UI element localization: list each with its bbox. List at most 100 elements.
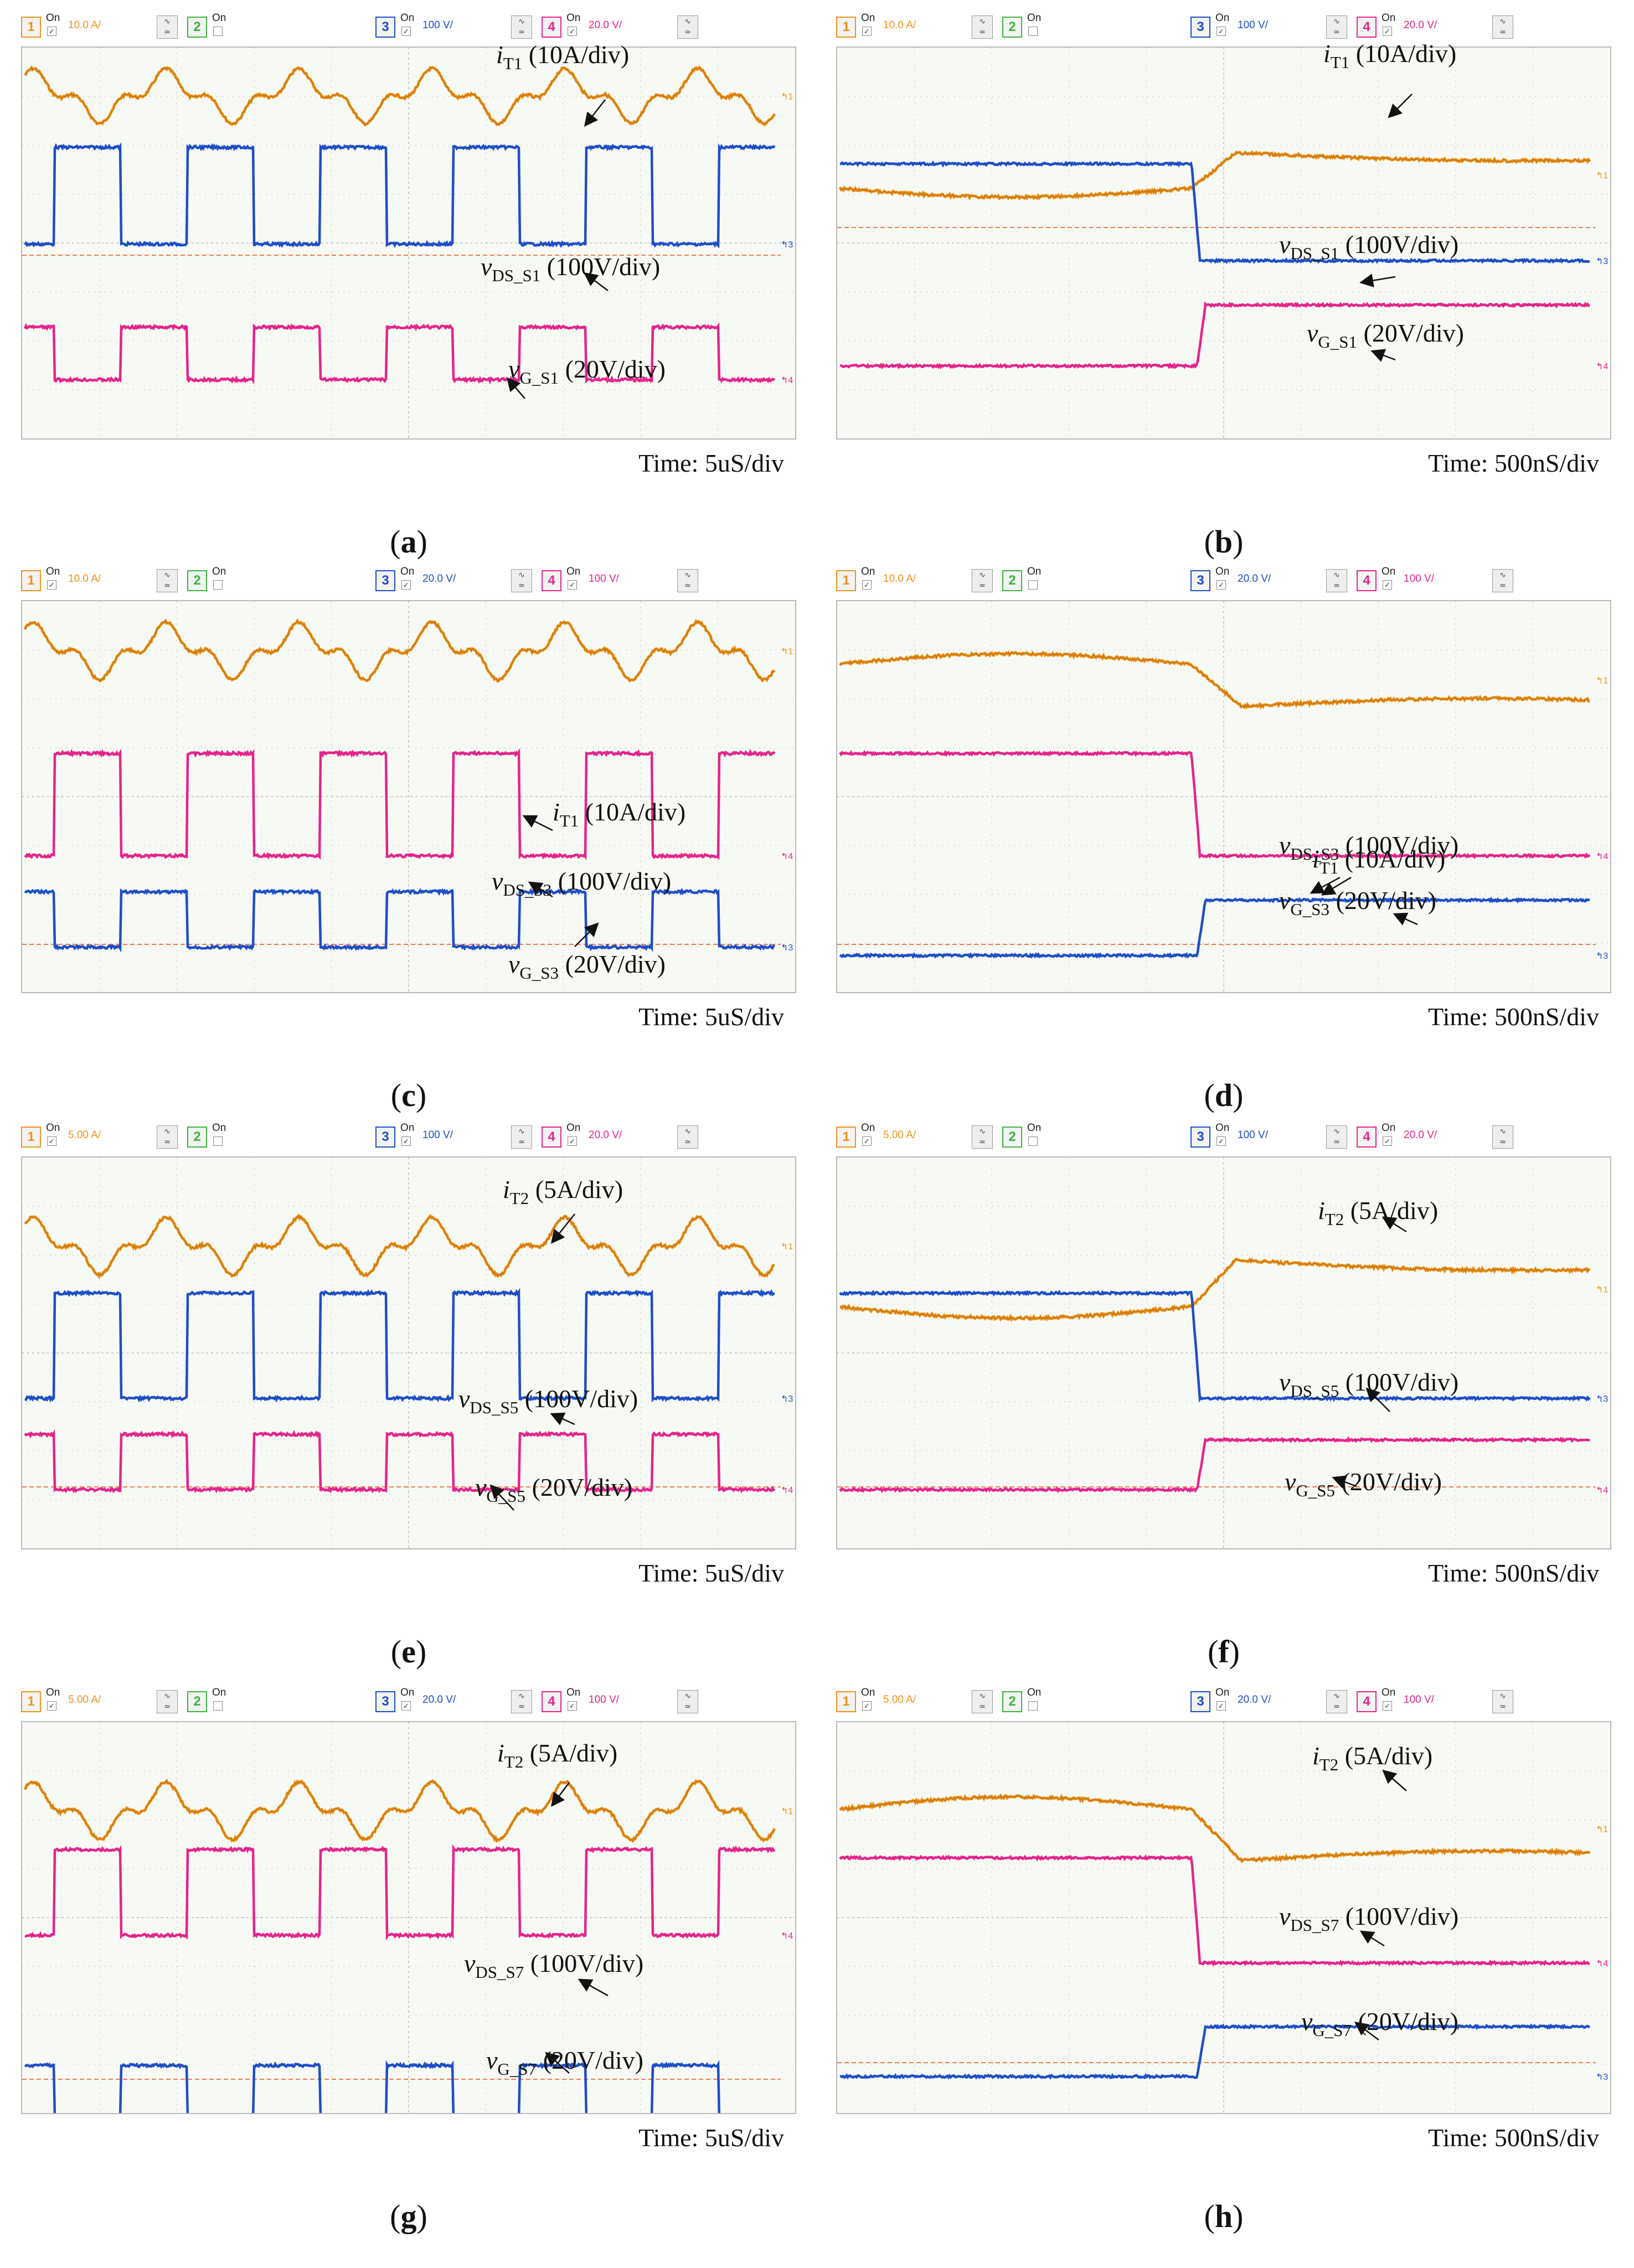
ch1-checkbox[interactable]: ✓ [862, 27, 872, 36]
coupling-icon[interactable]: ∿≃ [677, 16, 698, 39]
ch2-checkbox[interactable] [1028, 580, 1038, 590]
ch2-button[interactable]: 2 [1002, 1691, 1022, 1712]
ch4-button[interactable]: 4 [542, 17, 561, 38]
ch1-checkbox[interactable]: ✓ [47, 580, 56, 590]
ch1-button[interactable]: 1 [21, 1691, 41, 1712]
ch4-checkbox[interactable]: ✓ [1383, 27, 1392, 36]
ch1-button[interactable]: 1 [21, 1127, 41, 1148]
on-label: On [1215, 566, 1230, 577]
ch2-checkbox[interactable] [1028, 1701, 1038, 1711]
ch2-button[interactable]: 2 [1002, 1127, 1022, 1148]
coupling-icon[interactable]: ∿≃ [677, 569, 698, 592]
ch3-checkbox[interactable]: ✓ [1217, 1136, 1226, 1146]
coupling-icon[interactable]: ∿≃ [511, 16, 532, 39]
ch1-checkbox[interactable]: ✓ [47, 27, 56, 36]
ch4-checkbox[interactable]: ✓ [1383, 1701, 1392, 1711]
ch2-checkbox[interactable] [213, 580, 223, 590]
ch2-checkbox[interactable] [213, 1136, 223, 1146]
ch4-button[interactable]: 4 [542, 1691, 561, 1712]
ch1-button[interactable]: 1 [836, 1127, 856, 1148]
ch2-button[interactable]: 2 [1002, 570, 1022, 591]
ch3-button[interactable]: 3 [375, 1127, 395, 1148]
current-trace-core [24, 620, 775, 682]
coupling-icon[interactable]: ∿≃ [1492, 1125, 1513, 1149]
coupling-icon[interactable]: ∿≃ [1326, 16, 1347, 39]
ch1-coupling-icon[interactable]: ∿ ≃ [972, 1125, 993, 1149]
ch1-coupling-icon[interactable]: ∿ ≃ [157, 1125, 178, 1149]
ch4-checkbox[interactable]: ✓ [568, 1136, 577, 1146]
ch4-checkbox[interactable]: ✓ [568, 580, 577, 590]
ch3-button[interactable]: 3 [375, 570, 395, 591]
ch2-button[interactable]: 2 [187, 1127, 207, 1148]
ch3-checkbox[interactable]: ✓ [401, 27, 411, 36]
channel-marker: ↰1 [781, 92, 793, 102]
ch1-checkbox[interactable]: ✓ [47, 1701, 56, 1711]
ch2-button[interactable]: 2 [187, 17, 207, 38]
ch1-coupling-icon[interactable]: ∿ ≃ [157, 569, 178, 592]
ch3-checkbox[interactable]: ✓ [1217, 580, 1226, 590]
ch4-checkbox[interactable]: ✓ [568, 27, 577, 36]
ch4-checkbox[interactable]: ✓ [1383, 1136, 1392, 1146]
ch1-coupling-icon[interactable]: ∿ ≃ [972, 569, 993, 592]
ch3-button[interactable]: 3 [1190, 1127, 1210, 1148]
coupling-icon[interactable]: ∿≃ [511, 1125, 532, 1149]
ch4-button[interactable]: 4 [542, 1127, 561, 1148]
ch4-checkbox[interactable]: ✓ [568, 1701, 577, 1711]
ch1-checkbox[interactable]: ✓ [862, 1136, 872, 1146]
trace-scale: (20V/div) [1352, 2007, 1458, 2035]
trace-symbol: i [1312, 845, 1319, 873]
coupling-icon[interactable]: ∿≃ [1326, 1125, 1347, 1149]
ch2-checkbox[interactable] [213, 27, 223, 36]
ch4-button[interactable]: 4 [1357, 17, 1377, 38]
ch4-button[interactable]: 4 [1357, 1691, 1377, 1712]
ch2-button[interactable]: 2 [187, 1691, 207, 1712]
waveform-display: ↰1 ↰3 ↰4 [836, 1156, 1611, 1549]
ch3-button[interactable]: 3 [1190, 570, 1210, 591]
ch3-checkbox[interactable]: ✓ [1217, 27, 1226, 36]
ch4-button[interactable]: 4 [1357, 1127, 1377, 1148]
ch1-button[interactable]: 1 [836, 1691, 856, 1712]
on-label: On [400, 12, 415, 24]
coupling-icon[interactable]: ∿≃ [677, 1690, 698, 1713]
ch2-checkbox[interactable] [1028, 27, 1038, 36]
ch1-button[interactable]: 1 [21, 570, 41, 591]
ch1-checkbox[interactable]: ✓ [862, 1701, 872, 1711]
coupling-icon[interactable]: ∿≃ [1326, 1690, 1347, 1713]
panel-caption: (h) [1204, 2198, 1244, 2234]
trace-symbol: v [1279, 831, 1291, 859]
ch2-checkbox[interactable] [213, 1701, 223, 1711]
ch1-button[interactable]: 1 [836, 570, 856, 591]
ch3-checkbox[interactable]: ✓ [401, 580, 411, 590]
ch2-button[interactable]: 2 [1002, 17, 1022, 38]
ch4-checkbox[interactable]: ✓ [1383, 580, 1392, 590]
ch1-coupling-icon[interactable]: ∿ ≃ [972, 1690, 993, 1713]
ch1-coupling-icon[interactable]: ∿ ≃ [972, 16, 993, 39]
waveform-display: ↰1 ↰3 ↰4 [21, 47, 796, 440]
coupling-icon[interactable]: ∿≃ [1492, 569, 1513, 592]
coupling-icon[interactable]: ∿≃ [1492, 1690, 1513, 1713]
ch3-button[interactable]: 3 [375, 17, 395, 38]
ch2-checkbox[interactable] [1028, 1136, 1038, 1146]
ch3-checkbox[interactable]: ✓ [401, 1701, 411, 1711]
coupling-icon[interactable]: ∿≃ [677, 1125, 698, 1149]
ch1-coupling-icon[interactable]: ∿ ≃ [157, 16, 178, 39]
trace-scale: (5A/div) [1338, 1742, 1433, 1770]
ch1-button[interactable]: 1 [21, 17, 41, 38]
ch3-button[interactable]: 3 [1190, 1691, 1210, 1712]
ch4-scale-readout: 100 V/ [1404, 1694, 1434, 1706]
ch1-checkbox[interactable]: ✓ [862, 580, 872, 590]
ch2-button[interactable]: 2 [187, 570, 207, 591]
coupling-icon[interactable]: ∿≃ [1492, 16, 1513, 39]
ch3-checkbox[interactable]: ✓ [401, 1136, 411, 1146]
ch1-coupling-icon[interactable]: ∿ ≃ [157, 1690, 178, 1713]
ch3-checkbox[interactable]: ✓ [1217, 1701, 1226, 1711]
ch1-checkbox[interactable]: ✓ [47, 1136, 56, 1146]
coupling-icon[interactable]: ∿≃ [511, 569, 532, 592]
ch4-button[interactable]: 4 [1357, 570, 1377, 591]
coupling-icon[interactable]: ∿≃ [1326, 569, 1347, 592]
ch3-button[interactable]: 3 [1190, 17, 1210, 38]
ch3-button[interactable]: 3 [375, 1691, 395, 1712]
coupling-icon[interactable]: ∿≃ [511, 1690, 532, 1713]
ch1-button[interactable]: 1 [836, 17, 856, 38]
ch4-button[interactable]: 4 [542, 570, 561, 591]
